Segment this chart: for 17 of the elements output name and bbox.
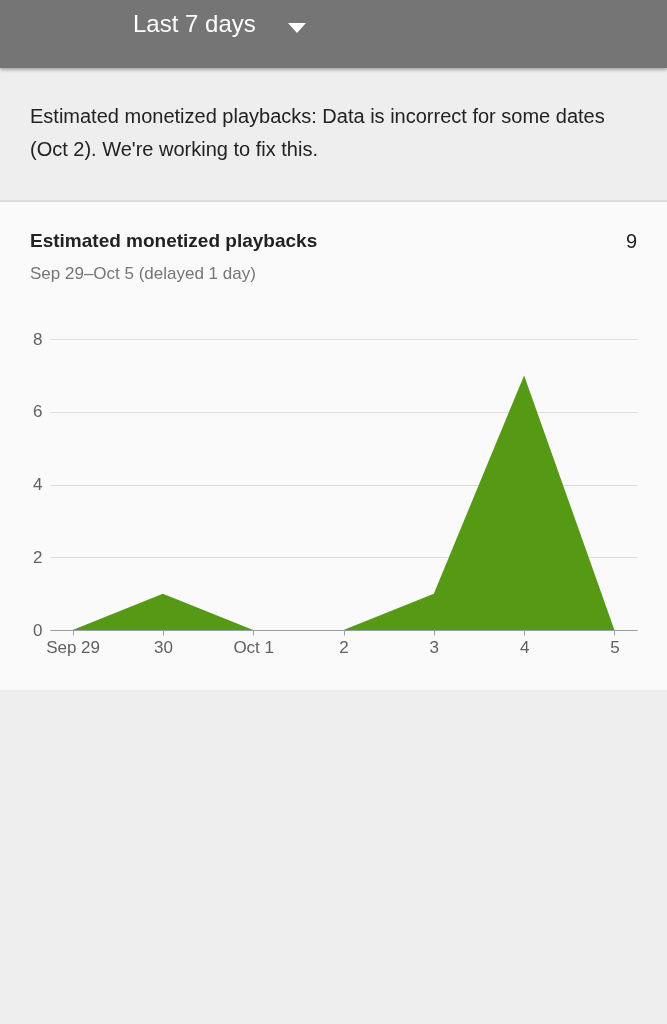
text: 9 bbox=[625, 230, 637, 253]
chart-title: Estimated monetized playbacks bbox=[30, 230, 318, 252]
x-tick-label: Oct 1 bbox=[233, 637, 274, 657]
x-tick-label: 5 bbox=[610, 637, 620, 657]
y-tick-label: 4 bbox=[33, 475, 43, 494]
text: Estimated monetized playbacks: Data is incorrect for some dates (Oct 2). We're working to fix this. bbox=[30, 104, 606, 162]
y-tick-label: 8 bbox=[33, 329, 43, 349]
y-tick-label: 6 bbox=[33, 402, 43, 422]
text: Last 7 days bbox=[133, 10, 256, 38]
x-tick-label: 3 bbox=[429, 637, 440, 657]
chart-subtitle: Sep 29–Oct 5 (delayed 1 day) bbox=[30, 264, 256, 284]
x-tick-label: Sep 29 bbox=[46, 637, 101, 657]
y-tick-label: 2 bbox=[33, 547, 43, 567]
x-tick-label: 2 bbox=[339, 637, 349, 657]
y-tick-label: 0 bbox=[33, 620, 43, 640]
x-tick-label: 4 bbox=[519, 637, 530, 657]
x-tick-label: 30 bbox=[153, 637, 173, 657]
